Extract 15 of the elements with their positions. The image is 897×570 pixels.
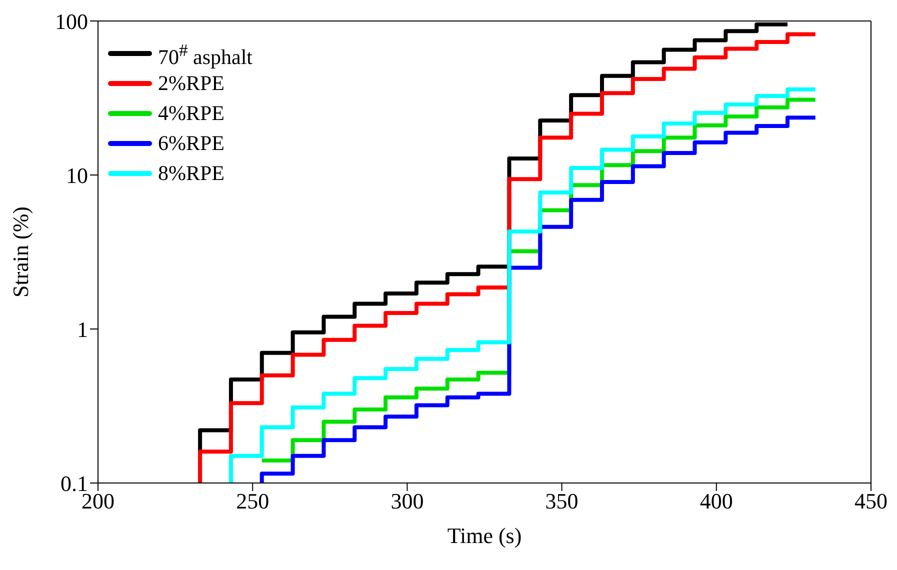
legend-label: 2%RPE (158, 70, 225, 97)
legend-label: 6%RPE (158, 130, 225, 157)
legend-label: 8%RPE (158, 160, 225, 187)
x-axis-title: Time (s) (447, 523, 522, 548)
legend-label: 70$^{#}$ asphalt (158, 38, 252, 70)
x-tick-label: 400 (700, 488, 733, 514)
x-tick-label: 450 (854, 488, 888, 514)
y-axis-title: Strain (%) (8, 206, 33, 298)
y-tick-label: 100 (55, 8, 88, 34)
x-tick-label: 250 (236, 488, 270, 514)
y-tick-label: 10 (66, 162, 88, 188)
y-tick-label: 1 (77, 316, 88, 342)
legend-label: 4%RPE (158, 100, 225, 127)
x-tick-label: 350 (545, 488, 578, 514)
x-tick-label: 300 (390, 488, 424, 514)
